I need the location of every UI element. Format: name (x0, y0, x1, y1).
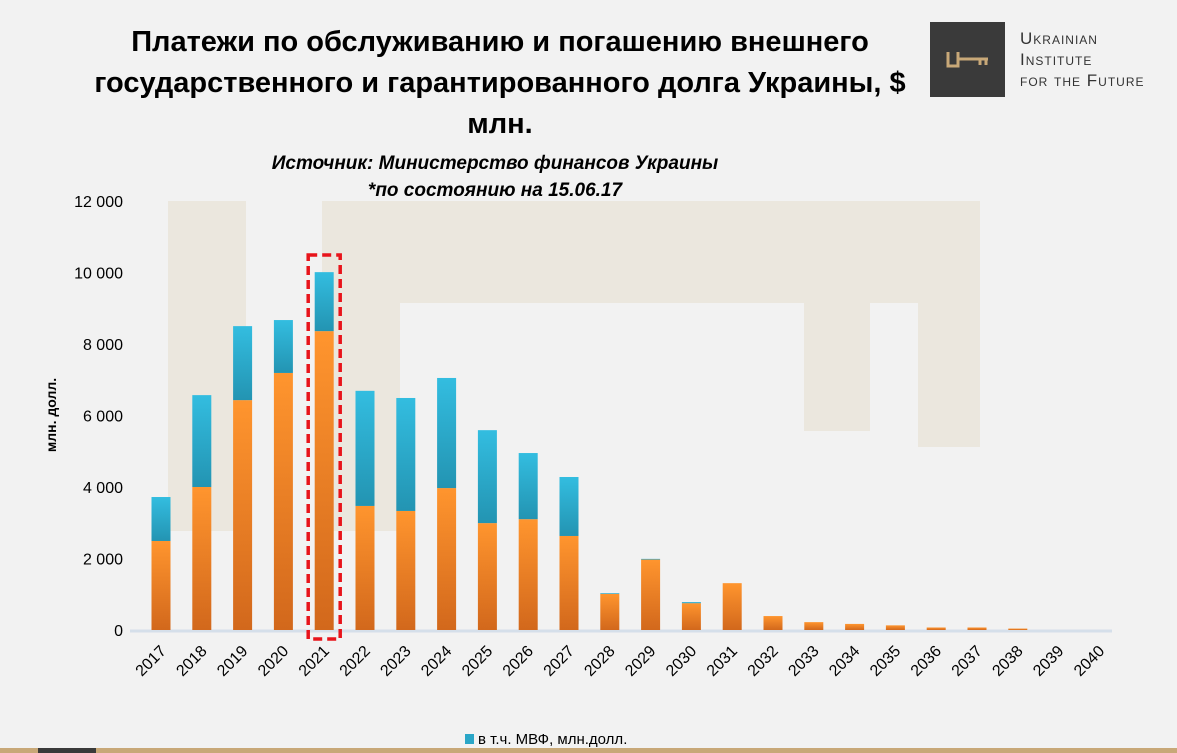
bar-segment-other (1008, 628, 1028, 630)
bar-segment-other (314, 331, 334, 630)
x-tick-label: 2018 (173, 643, 210, 680)
bar-segment-imf (273, 320, 293, 373)
x-tick-label: 2024 (418, 643, 455, 680)
x-tick-label: 2040 (1071, 643, 1108, 680)
bar-segment-imf (192, 395, 212, 487)
key-icon (946, 52, 988, 68)
x-tick-label: 2039 (1030, 643, 1067, 680)
y-tick-label: 10 000 (74, 266, 123, 283)
x-tick-label: 2020 (255, 643, 292, 680)
x-tick-label: 2025 (459, 643, 496, 680)
highlight-box (306, 253, 342, 641)
x-tick-label: 2023 (377, 643, 414, 680)
bar-segment-imf (559, 476, 579, 536)
legend-label-imf: в т.ч. МВФ, млн.долл. (478, 731, 628, 748)
y-tick-label: 12 000 (74, 194, 123, 211)
bar-segment-imf (681, 602, 701, 604)
y-axis-label: млн. долл. (43, 378, 59, 452)
legend-swatch-imf (465, 734, 474, 744)
bar-segment-imf (233, 326, 253, 401)
bar-segment-other (885, 625, 905, 630)
bar-segment-other (233, 400, 253, 630)
x-tick-label: 2036 (908, 643, 945, 680)
bar-segment-other (192, 487, 212, 630)
x-tick-label: 2026 (500, 643, 537, 680)
bar-segment-other (600, 593, 620, 630)
bar-segment-imf (600, 593, 620, 594)
chart-subtitle: Источник: Министерство финансов Украины … (160, 150, 830, 204)
x-tick-label: 2034 (826, 643, 863, 680)
bar-segment-other (273, 372, 293, 630)
bar-segment-imf (355, 390, 375, 506)
date-line: *по состоянию на 15.06.17 (367, 180, 623, 201)
bar-segment-imf (151, 497, 171, 541)
bar-segment-other (396, 510, 416, 630)
x-tick-label: 2017 (133, 643, 170, 680)
bar-segment-other (804, 622, 824, 630)
bar-segment-imf (396, 397, 416, 511)
bar-segment-other (437, 488, 457, 630)
y-tick-label: 0 (114, 623, 123, 640)
footer-bar (0, 748, 1177, 753)
source-line: Источник: Министерство финансов Украины (271, 153, 719, 174)
bar-segment-other (967, 627, 987, 630)
bar-segment-other (763, 616, 783, 630)
x-tick-label: 2030 (663, 643, 700, 680)
y-tick-label: 4 000 (83, 480, 123, 497)
bar-segment-other (559, 535, 579, 630)
x-tick-label: 2035 (867, 643, 904, 680)
x-tick-label: 2019 (214, 643, 251, 680)
x-tick-label: 2038 (989, 643, 1026, 680)
y-tick-label: 8 000 (83, 337, 123, 354)
x-tick-label: 2029 (622, 643, 659, 680)
bar-segment-imf (641, 558, 661, 560)
x-tick-label: 2027 (541, 643, 578, 680)
bar-segment-imf (518, 453, 538, 520)
logo-text: Ukrainian Institute for the Future (1020, 29, 1145, 90)
x-tick-label: 2022 (337, 643, 374, 680)
bar-segment-other (681, 603, 701, 630)
bar-segment-other (355, 505, 375, 630)
y-tick-label: 2 000 (83, 552, 123, 569)
chart-title: Платежи по обслуживанию и погашению внеш… (94, 26, 906, 140)
x-tick-label: 2028 (581, 643, 618, 680)
bar-segment-other (641, 559, 661, 630)
x-tick-label: 2032 (745, 643, 782, 680)
bar-segment-other (518, 519, 538, 630)
bar-segment-other (845, 623, 865, 630)
y-tick-label: 6 000 (83, 409, 123, 426)
x-tick-label: 2037 (949, 643, 986, 680)
logo (930, 22, 1005, 97)
legend: в т.ч. МВФ, млн.долл. (465, 731, 627, 748)
bar-segment-imf (314, 272, 334, 332)
bar-segment-other (722, 583, 742, 630)
bar-segment-other (151, 540, 171, 630)
bar-segment-other (926, 627, 946, 630)
bar-segment-imf (437, 377, 457, 489)
x-tick-label: 2021 (296, 643, 333, 680)
bar-segment-other (477, 523, 497, 630)
x-tick-label: 2031 (704, 643, 741, 680)
bar-segment-imf (477, 430, 497, 524)
x-tick-label: 2033 (785, 643, 822, 680)
